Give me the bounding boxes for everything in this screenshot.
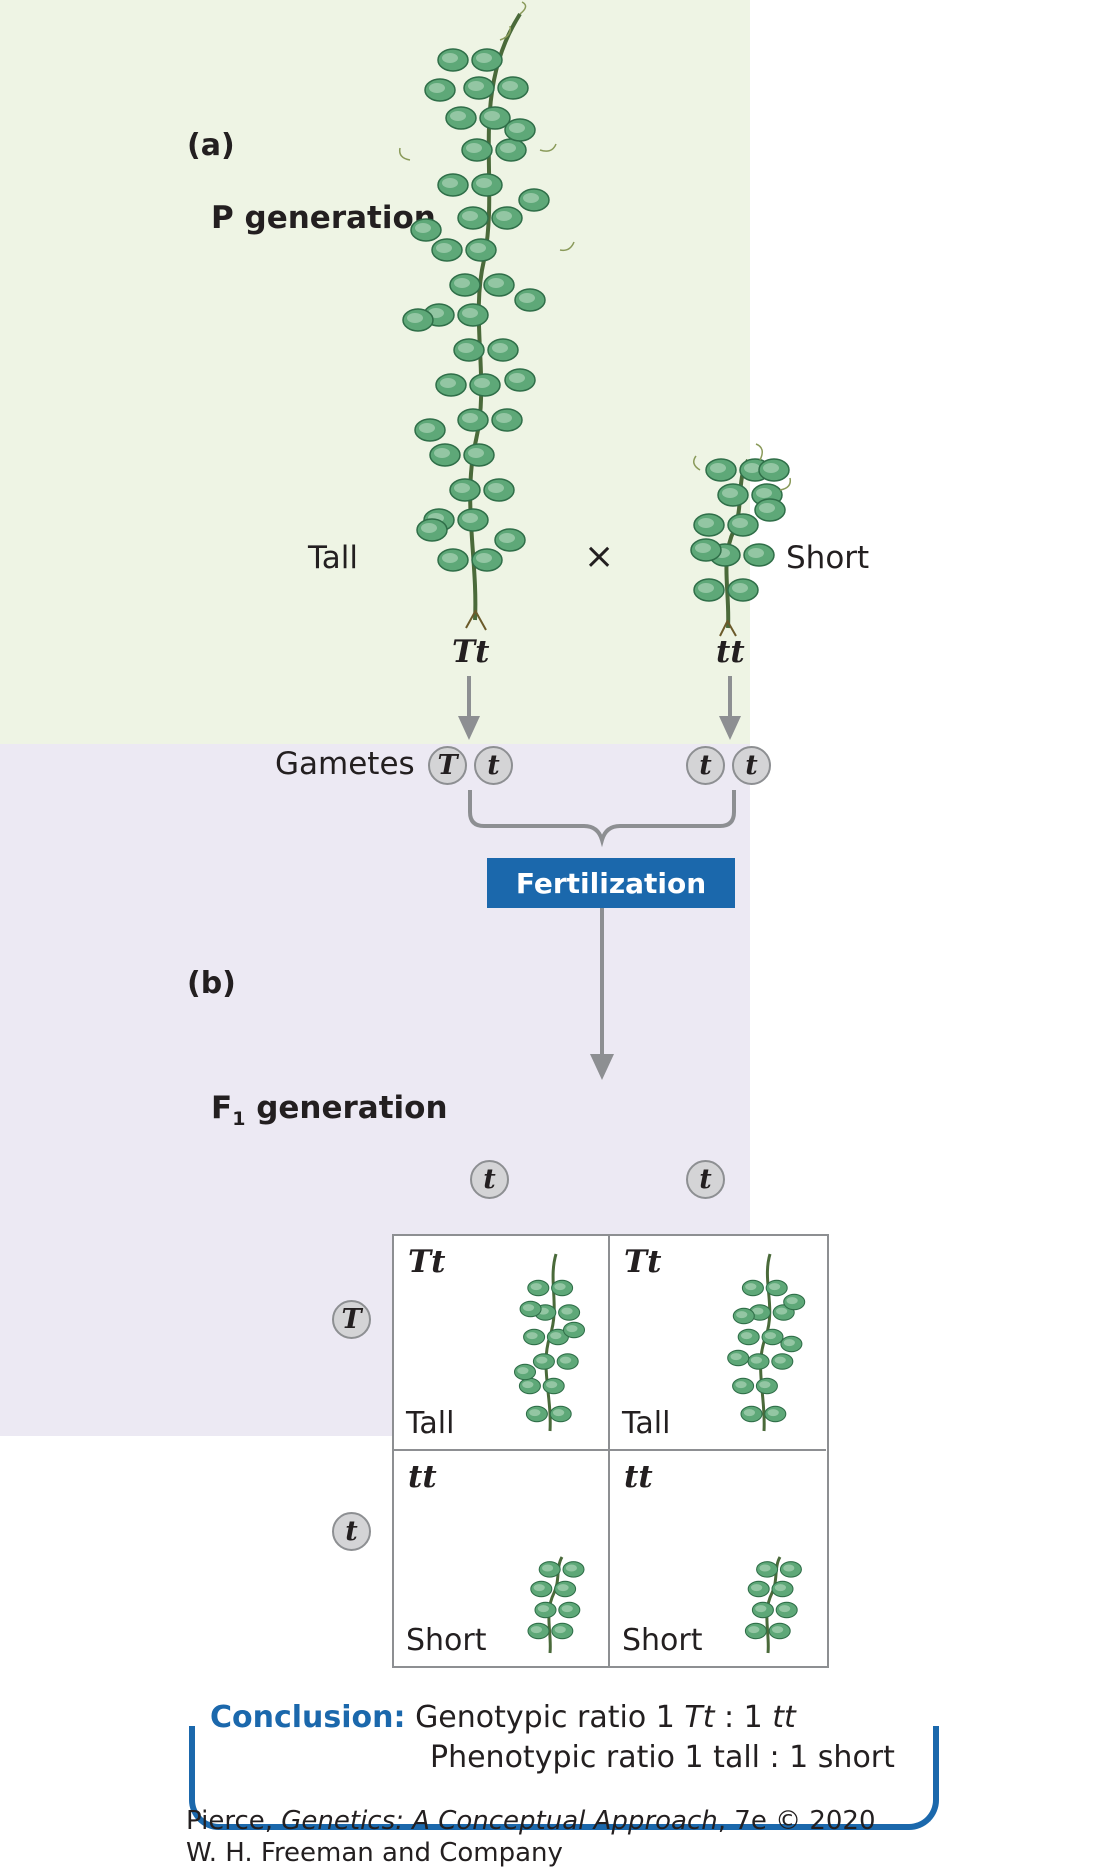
p-generation-title: P generation bbox=[211, 200, 436, 236]
panel-a-p-generation bbox=[0, 0, 750, 744]
cell-genotype: Tt bbox=[624, 1244, 662, 1280]
cross-symbol: × bbox=[584, 536, 615, 577]
gamete-tall-1: T bbox=[428, 746, 467, 785]
row-allele-2: t bbox=[332, 1512, 371, 1551]
punnett-cell-2: Tt Tall bbox=[610, 1236, 826, 1451]
punnett-cell-4: tt Short bbox=[610, 1451, 826, 1666]
gamete-short-1: t bbox=[686, 746, 725, 785]
punnett-cell-1: Tt Tall bbox=[394, 1236, 610, 1451]
cell-genotype: Tt bbox=[408, 1244, 446, 1280]
panel-a-illustration bbox=[398, 1, 792, 1080]
short-genotype: tt bbox=[716, 634, 745, 670]
conclusion-line-1: Conclusion: Genotypic ratio 1 Tt : 1 tt bbox=[210, 1700, 796, 1735]
row-allele-1: T bbox=[332, 1300, 371, 1339]
conclusion-heading: Conclusion: bbox=[210, 1700, 406, 1735]
cell-genotype: tt bbox=[408, 1459, 437, 1495]
cell-phenotype: Tall bbox=[406, 1406, 455, 1441]
cell-phenotype: Short bbox=[406, 1623, 487, 1658]
conclusion-line-2: Phenotypic ratio 1 tall : 1 short bbox=[430, 1740, 895, 1775]
cell-genotype: tt bbox=[624, 1459, 653, 1495]
fertilization-label: Fertilization bbox=[487, 858, 735, 908]
conclusion-box bbox=[189, 1726, 939, 1830]
short-plant-image bbox=[514, 1556, 594, 1654]
gamete-short-2: t bbox=[732, 746, 771, 785]
short-plant-image bbox=[730, 1556, 810, 1654]
tall-plant-image bbox=[398, 1, 575, 631]
gamete-tall-2: t bbox=[474, 746, 513, 785]
f1-generation-title: F1 generation bbox=[211, 1090, 448, 1131]
punnett-square: Tt Tall Tt Tall tt bbox=[392, 1234, 829, 1668]
credit-line-2: W. H. Freeman and Company bbox=[186, 1838, 563, 1868]
col-allele-2: t bbox=[686, 1160, 725, 1199]
fertilization-arrowhead bbox=[590, 1054, 614, 1080]
tall-plant-image bbox=[513, 1253, 586, 1432]
tall-plant-image bbox=[727, 1253, 806, 1432]
gamete-arrows bbox=[458, 676, 741, 740]
tall-genotype: Tt bbox=[452, 634, 490, 670]
panel-b-label: (b) bbox=[187, 966, 236, 1001]
gamete-bracket bbox=[468, 790, 736, 848]
punnett-cell-3: tt Short bbox=[394, 1451, 610, 1666]
panel-a-label: (a) bbox=[187, 128, 235, 163]
short-label: Short bbox=[786, 540, 870, 576]
tall-label: Tall bbox=[308, 540, 359, 576]
col-allele-1: t bbox=[470, 1160, 509, 1199]
short-plant-image bbox=[690, 443, 792, 637]
cell-phenotype: Short bbox=[622, 1623, 703, 1658]
gametes-label: Gametes bbox=[275, 746, 415, 782]
cell-phenotype: Tall bbox=[622, 1406, 671, 1441]
credit-line-1: Pierce, Genetics: A Conceptual Approach,… bbox=[186, 1806, 876, 1836]
